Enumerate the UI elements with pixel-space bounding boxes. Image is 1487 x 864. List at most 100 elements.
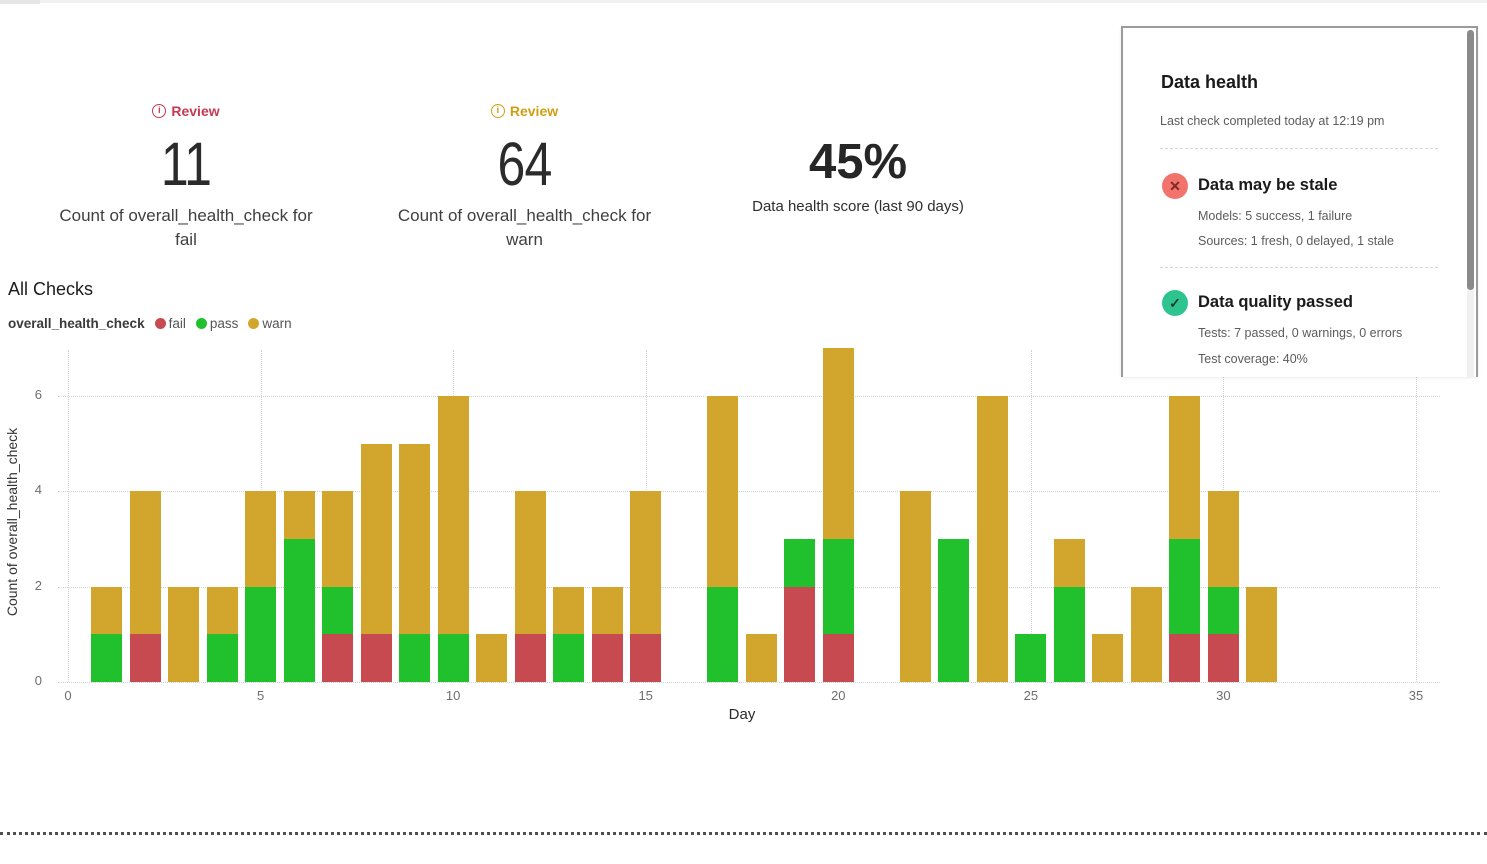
panel-scrollbar-thumb[interactable] xyxy=(1467,30,1474,290)
x-axis-tick: 5 xyxy=(256,688,265,703)
y-axis-tick: 4 xyxy=(34,482,42,498)
bar-warn-day-4[interactable] xyxy=(206,586,238,635)
bar-fail-day-2[interactable] xyxy=(129,634,161,682)
page-top-border xyxy=(0,0,1487,3)
metric-value: 45% xyxy=(808,135,908,189)
section-resize-divider[interactable] xyxy=(0,832,1487,835)
bar-warn-day-5[interactable] xyxy=(245,491,277,587)
divider xyxy=(1160,148,1438,149)
y-axis-tick: 0 xyxy=(34,673,42,688)
bar-warn-day-3[interactable] xyxy=(168,586,199,682)
check-circle-icon: ✓ xyxy=(1162,290,1188,316)
bar-pass-day-13[interactable] xyxy=(553,634,585,682)
bar-warn-day-17[interactable] xyxy=(707,396,739,587)
legend-item-label: fail xyxy=(168,316,186,331)
x-axis-tick: 0 xyxy=(64,688,72,703)
review-badge-label: Review xyxy=(509,102,559,119)
page-top-border-segment xyxy=(0,0,40,4)
bar-warn-day-15[interactable] xyxy=(630,491,662,635)
bar-warn-day-13[interactable] xyxy=(553,586,585,635)
bar-fail-day-7[interactable] xyxy=(322,634,354,682)
bar-warn-day-8[interactable] xyxy=(360,443,392,635)
metric-health-score: 45% Data health score (last 90 days) xyxy=(708,100,1008,218)
bar-fail-day-14[interactable] xyxy=(591,634,623,682)
bar-fail-day-29[interactable] xyxy=(1169,634,1201,682)
legend-item-pass[interactable]: pass xyxy=(195,316,238,331)
bar-warn-day-18[interactable] xyxy=(745,634,777,682)
gridline-horizontal xyxy=(58,491,1440,493)
legend-item-label: warn xyxy=(262,316,292,331)
bar-pass-day-7[interactable] xyxy=(322,586,354,635)
bar-warn-day-9[interactable] xyxy=(399,443,431,635)
bar-pass-day-20[interactable] xyxy=(822,539,854,635)
x-axis-tick: 10 xyxy=(445,688,461,703)
bar-fail-day-19[interactable] xyxy=(784,586,816,682)
legend-item-warn[interactable]: warn xyxy=(248,316,292,331)
bar-warn-day-7[interactable] xyxy=(322,491,354,587)
chart-title: All Checks xyxy=(8,279,94,299)
bar-warn-day-29[interactable] xyxy=(1169,396,1201,539)
legend-item-fail[interactable]: fail xyxy=(154,316,186,331)
bar-pass-day-5[interactable] xyxy=(245,586,277,682)
bar-pass-day-29[interactable] xyxy=(1169,539,1201,635)
y-axis-tick: 2 xyxy=(34,577,42,593)
bar-pass-day-25[interactable] xyxy=(1015,634,1047,682)
panel-title: Data health xyxy=(1161,72,1259,92)
bar-warn-day-10[interactable] xyxy=(437,396,469,635)
status-detail: Tests: 7 passed, 0 warnings, 0 errors xyxy=(1198,326,1403,340)
bar-pass-day-17[interactable] xyxy=(707,586,739,682)
info-icon xyxy=(152,103,167,118)
divider xyxy=(1160,267,1438,268)
x-circle-icon: ✕ xyxy=(1162,173,1188,199)
gridline-horizontal xyxy=(58,396,1440,397)
bar-pass-day-6[interactable] xyxy=(283,539,315,682)
legend-dot-pass-icon xyxy=(195,318,207,329)
review-badge-label: Review xyxy=(171,102,220,119)
chart-legend: overall_health_check fail pass warn xyxy=(8,316,292,331)
bar-pass-day-4[interactable] xyxy=(206,634,238,682)
bar-warn-day-28[interactable] xyxy=(1130,586,1162,682)
info-icon xyxy=(490,103,505,118)
review-badge-warn[interactable]: Review xyxy=(490,102,559,120)
bar-pass-day-30[interactable] xyxy=(1207,586,1239,635)
bar-pass-day-9[interactable] xyxy=(399,634,431,682)
bar-warn-day-20[interactable] xyxy=(822,348,854,539)
gridline-vertical xyxy=(1416,350,1417,682)
bar-warn-day-1[interactable] xyxy=(91,586,122,635)
bar-warn-day-26[interactable] xyxy=(1053,539,1085,587)
bar-pass-day-23[interactable] xyxy=(938,539,970,682)
bar-warn-day-14[interactable] xyxy=(591,586,623,635)
bar-warn-day-30[interactable] xyxy=(1207,491,1239,587)
bar-warn-day-12[interactable] xyxy=(514,491,546,635)
review-badge-fail[interactable]: Review xyxy=(152,102,220,120)
metric-value: 64 xyxy=(497,129,552,198)
status-detail: Sources: 1 fresh, 0 delayed, 1 stale xyxy=(1198,234,1394,248)
gridline-vertical xyxy=(68,350,69,682)
bar-warn-day-31[interactable] xyxy=(1246,586,1278,682)
x-axis-tick: 25 xyxy=(1023,688,1039,703)
bar-warn-day-27[interactable] xyxy=(1092,634,1124,682)
bar-pass-day-19[interactable] xyxy=(784,539,816,587)
bar-fail-day-12[interactable] xyxy=(514,634,546,682)
status-title: Data may be stale xyxy=(1198,176,1338,194)
bar-fail-day-30[interactable] xyxy=(1207,634,1239,682)
metric-warn-count: Review 64 Count of overall_health_check … xyxy=(381,100,668,252)
bar-pass-day-1[interactable] xyxy=(91,634,122,682)
bar-warn-day-22[interactable] xyxy=(899,491,931,682)
status-detail: Test coverage: 40% xyxy=(1198,352,1308,366)
metric-label: Count of overall_health_check for fail xyxy=(59,205,313,249)
bar-warn-day-24[interactable] xyxy=(976,396,1008,682)
bar-warn-day-6[interactable] xyxy=(283,491,315,539)
bar-pass-day-26[interactable] xyxy=(1053,586,1085,682)
bar-fail-day-20[interactable] xyxy=(822,634,854,682)
bar-warn-day-2[interactable] xyxy=(129,491,161,635)
bar-fail-day-8[interactable] xyxy=(360,634,392,682)
status-detail: Models: 5 success, 1 failure xyxy=(1198,209,1353,223)
bar-warn-day-11[interactable] xyxy=(476,634,508,682)
legend-dot-warn-icon xyxy=(248,318,260,329)
bar-pass-day-10[interactable] xyxy=(437,634,469,682)
bar-fail-day-15[interactable] xyxy=(630,634,662,682)
metric-label: Count of overall_health_check for warn xyxy=(397,205,652,249)
x-axis-tick: 30 xyxy=(1216,688,1231,703)
